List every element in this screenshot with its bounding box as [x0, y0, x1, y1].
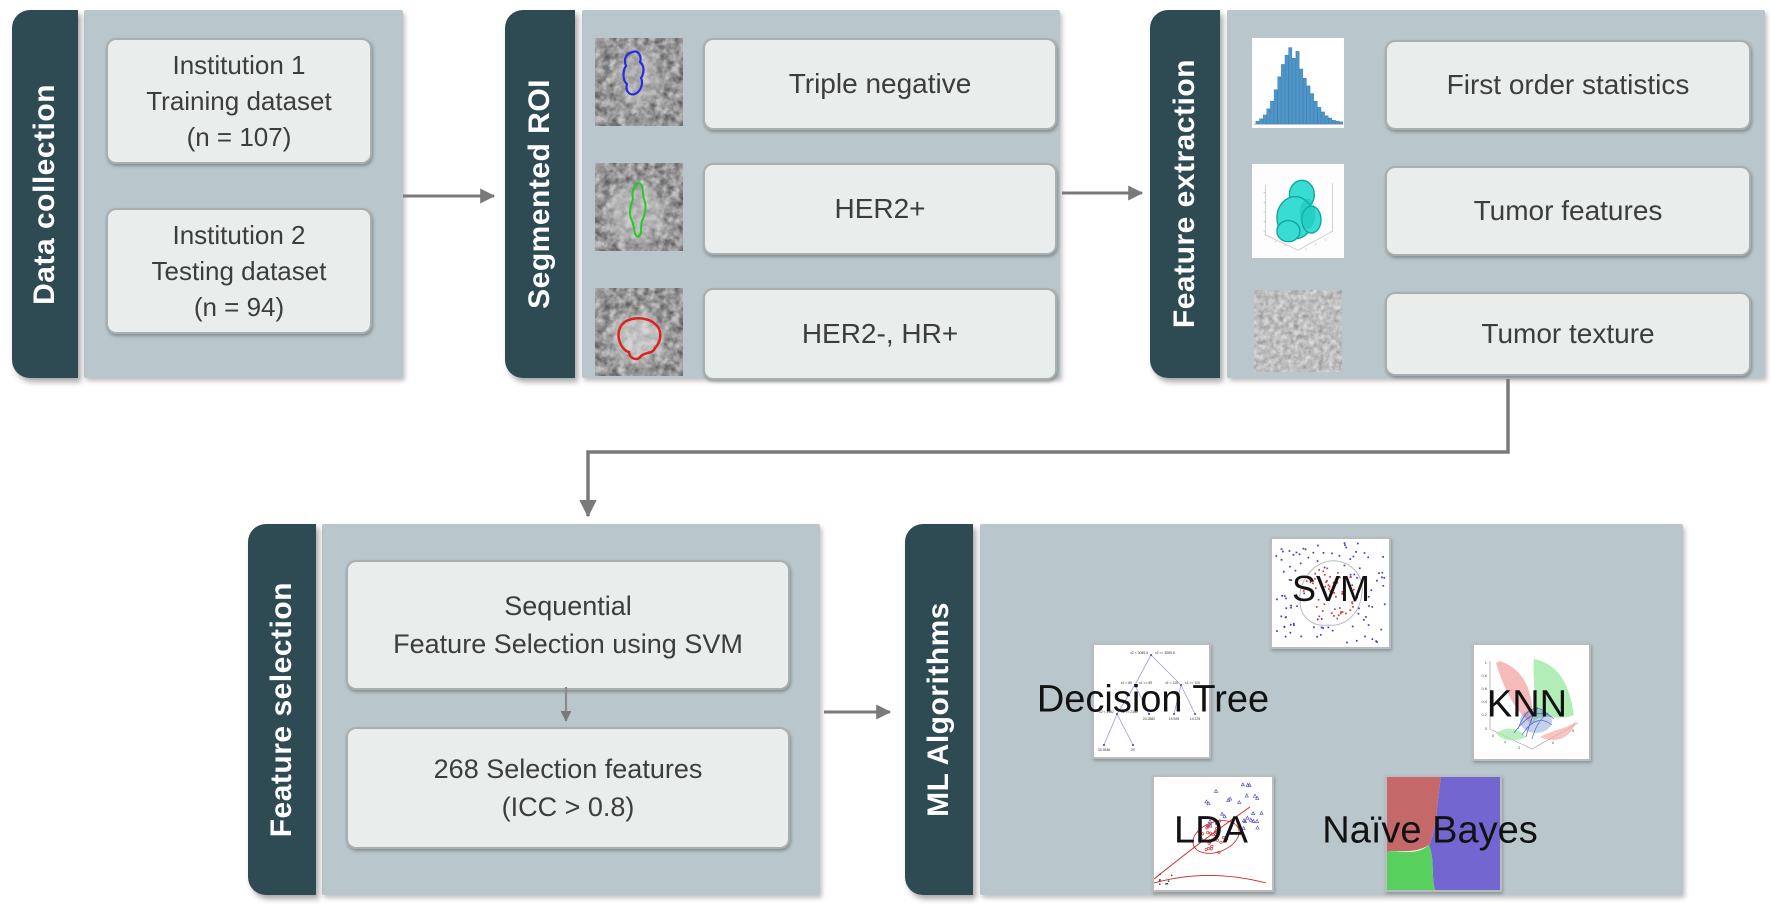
data-collection-label: Data collection	[28, 83, 61, 305]
dt-root-left: x2 < 3085.5	[1130, 651, 1148, 655]
testing-dataset-line3: (n = 94)	[193, 292, 285, 322]
training-dataset-line3: (n = 107)	[186, 122, 292, 152]
testing-dataset-line1: Institution 2	[172, 220, 306, 250]
her2-pos-text: HER2+	[834, 193, 926, 224]
naive-bayes-label: Naïve Bayes	[1322, 809, 1538, 852]
knn-label: KNN	[1486, 683, 1568, 726]
feature-extraction-panel: First order statistics	[1227, 10, 1765, 378]
dt-leaf5: 29	[1131, 748, 1135, 752]
feature-selection-panel: Sequential Feature Selection using SVM 2…	[322, 524, 820, 895]
knn-ztick-1: 1	[1485, 660, 1488, 665]
triple-negative-box: Triple negative	[703, 38, 1057, 130]
feature-extraction-label-bar: Feature extraction	[1150, 10, 1220, 378]
selected-features-line1: 268 Selection features	[433, 754, 703, 784]
knn-floor-3: 3	[1518, 746, 1520, 750]
testing-dataset-line2: Testing dataset	[151, 256, 327, 286]
data-collection-label-bar: Data collection	[12, 10, 78, 378]
first-order-statistics-text: First order statistics	[1446, 69, 1690, 100]
decision-tree-label: Decision Tree	[1036, 678, 1270, 721]
dt-leaf2: 19.925	[1169, 717, 1179, 721]
svm-plot-icon	[1270, 537, 1391, 649]
knn-ztick-04: 0.4	[1481, 699, 1487, 704]
training-dataset-line2: Training dataset	[146, 86, 332, 116]
dt-n3-right: x2 >= 2162	[1121, 710, 1138, 714]
ml-algorithms-panel: SVM x2 < 3085.5 x2 >= 3085.5 x1	[980, 524, 1683, 895]
knn-ztick-0: 0	[1485, 726, 1488, 731]
sequential-feature-selection-box: Sequential Feature Selection using SVM	[346, 560, 790, 690]
knn-ztick-02: 0.2	[1481, 712, 1487, 717]
dt-n1-left: x1 < 89	[1121, 681, 1132, 685]
knn-floor-8: 8	[1572, 729, 1574, 733]
texture-icon	[1254, 290, 1342, 372]
tumor-texture-text: Tumor texture	[1481, 318, 1655, 349]
dt-n3-left: x2 < 2162	[1099, 710, 1114, 714]
dt-n1-right: x1 >= 89	[1139, 681, 1152, 685]
knn-plot-icon: 1 0.8 0.6 0.4 0.2 0 5 4 3 6 8	[1472, 643, 1591, 761]
training-dataset-line1: Institution 1	[172, 50, 306, 80]
segmented-roi-label-bar: Segmented ROI	[505, 10, 575, 378]
decision-tree-plot-icon: x2 < 3085.5 x2 >= 3085.5 x1 < 89 x1 >= 8…	[1092, 643, 1211, 759]
knn-ztick-08: 0.8	[1481, 673, 1487, 678]
mri-her2-pos-icon	[595, 163, 683, 251]
mri-triple-negative-icon	[595, 38, 683, 126]
selected-features-box: 268 Selection features (ICC > 0.8)	[346, 727, 790, 849]
data-collection-panel: Institution 1 Training dataset (n = 107)…	[84, 10, 403, 378]
knn-floor-6: 6	[1552, 741, 1554, 745]
dt-n2-left: x1 < 115	[1165, 681, 1178, 685]
tumor-3d-icon	[1252, 163, 1344, 259]
lda-plot-icon	[1152, 775, 1274, 892]
sfs-line1: Sequential	[504, 591, 632, 621]
dt-leaf3: 14.375	[1190, 717, 1200, 721]
tumor-features-box: Tumor features	[1385, 166, 1751, 256]
ml-algorithms-label-bar: ML Algorithms	[905, 524, 973, 895]
svm-label: SVM	[1291, 568, 1371, 609]
lda-label: LDA	[1174, 809, 1248, 852]
ml-algorithms-label: ML Algorithms	[922, 602, 955, 817]
naive-bayes-plot-icon	[1385, 775, 1502, 892]
selected-features-line2: (ICC > 0.8)	[501, 792, 635, 822]
testing-dataset-box: Institution 2 Testing dataset (n = 94)	[106, 208, 372, 334]
histogram-icon	[1252, 38, 1344, 128]
her2-neg-hr-pos-text: HER2-, HR+	[801, 318, 959, 349]
dt-n2-right: x1 >= 115	[1185, 681, 1200, 685]
feature-selection-label: Feature selection	[265, 581, 298, 838]
dt-leaf1: 24.2882	[1143, 717, 1155, 721]
feature-extraction-label: Feature extraction	[1168, 59, 1201, 329]
tumor-features-text: Tumor features	[1473, 195, 1663, 226]
feature-selection-label-bar: Feature selection	[248, 524, 316, 895]
knn-floor-4: 4	[1504, 740, 1506, 744]
knn-floor-5: 5	[1492, 734, 1494, 738]
dt-leaf4: 33.3936	[1098, 748, 1110, 752]
triple-negative-text: Triple negative	[788, 68, 972, 99]
arrow-extraction-to-selection	[579, 379, 1510, 518]
dt-root-right: x2 >= 3085.5	[1155, 651, 1175, 655]
mri-her2-neg-hr-pos-icon	[595, 288, 683, 376]
her2-neg-hr-pos-box: HER2-, HR+	[703, 288, 1057, 380]
her2-pos-box: HER2+	[703, 163, 1057, 255]
segmented-roi-label: Segmented ROI	[523, 79, 556, 309]
tumor-texture-box: Tumor texture	[1385, 292, 1751, 376]
training-dataset-box: Institution 1 Training dataset (n = 107)	[106, 38, 372, 164]
sfs-line2: Feature Selection using SVM	[393, 629, 743, 659]
first-order-statistics-box: First order statistics	[1385, 40, 1751, 130]
knn-ztick-06: 0.6	[1481, 686, 1487, 691]
segmented-roi-panel: Triple negative HER2+ HER2-, HR+	[582, 10, 1060, 380]
